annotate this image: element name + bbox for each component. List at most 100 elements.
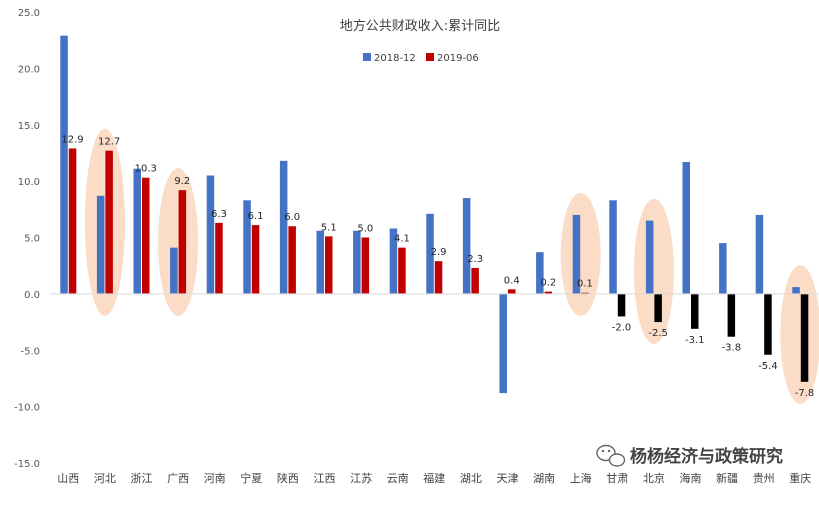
x-category-label: 北京 <box>643 471 665 485</box>
x-category-label: 浙江 <box>131 472 153 485</box>
bar-2018-12-甘肃 <box>609 200 617 294</box>
x-category-label: 甘肃 <box>606 472 628 485</box>
data-label: 9.2 <box>174 176 190 187</box>
x-category-label: 广西 <box>167 472 189 485</box>
x-category-label: 湖南 <box>533 472 555 485</box>
bar-2019-06-江苏 <box>361 237 370 294</box>
legend-label-2018-12: 2018-12 <box>374 53 416 64</box>
watermark-text: 杨杨经济与政策研究 <box>630 446 783 467</box>
bar-2018-12-陕西 <box>279 160 288 294</box>
x-category-label: 江西 <box>314 472 336 485</box>
x-category-label: 福建 <box>423 471 445 485</box>
bar-2018-12-江苏 <box>353 230 361 294</box>
highlight-ellipse <box>560 192 601 316</box>
highlight-ellipse <box>158 168 199 316</box>
bar-2018-12-江西 <box>316 230 324 294</box>
bar-2019-06-广西 <box>178 190 187 294</box>
bar-2019-06-甘肃 <box>617 293 626 317</box>
bar-2018-12-天津 <box>499 293 507 394</box>
data-label: -2.0 <box>612 322 632 333</box>
bar-2018-12-贵州 <box>755 214 764 294</box>
bar-2019-06-新疆 <box>727 293 736 337</box>
bar-2018-12-广西 <box>170 247 178 294</box>
bar-2018-12-湖北 <box>462 198 471 294</box>
data-label: 4.1 <box>394 234 410 245</box>
data-label: 12.9 <box>61 134 83 145</box>
y-tick-label: -10.0 <box>14 403 40 414</box>
x-category-label: 新疆 <box>716 471 738 485</box>
highlight-ellipse <box>780 265 819 404</box>
wechat-icon <box>596 444 626 467</box>
data-label: 6.3 <box>211 209 227 220</box>
chart-title: 地方公共财政收入:累计同比 <box>340 18 500 34</box>
bar-2019-06-河北 <box>105 150 113 294</box>
bar-2018-12-上海 <box>572 214 581 294</box>
bar-2018-12-云南 <box>389 228 398 294</box>
legend-label-2019-06: 2019-06 <box>437 53 479 64</box>
bar-2018-12-宁夏 <box>243 200 251 294</box>
bar-2019-06-湖北 <box>471 267 479 294</box>
bar-2018-12-重庆 <box>792 287 800 294</box>
bar-2019-06-云南 <box>398 247 406 294</box>
bar-2019-06-福建 <box>434 261 443 294</box>
bar-2019-06-浙江 <box>142 177 150 294</box>
legend: 2018-12 2019-06 <box>363 53 479 64</box>
data-label: 6.0 <box>284 212 300 223</box>
x-category-label: 贵州 <box>753 472 775 485</box>
watermark: 杨杨经济与政策研究 <box>596 444 783 467</box>
y-tick-label: 20.0 <box>18 64 40 75</box>
bar-2019-06-上海 <box>581 292 589 294</box>
data-label: 5.1 <box>321 222 337 233</box>
x-category-label: 河北 <box>94 472 116 485</box>
x-axis-categories: 山西 河北 浙江 广西 河南 宁夏 陕西 江西 江苏 云南 福建 湖北 天津 湖南 上海 甘肃 北京 海南 新疆 贵州… <box>57 471 811 485</box>
data-label: 6.1 <box>248 211 264 222</box>
bars <box>60 35 809 394</box>
bar-2018-12-海南 <box>682 161 690 294</box>
y-axis: 25.0 20.0 15.0 10.0 5.0 0.0 -5.0 -10.0 -15.0 <box>14 8 40 470</box>
data-label: 12.7 <box>98 137 120 148</box>
x-category-label: 江苏 <box>350 472 372 485</box>
bar-2018-12-山西 <box>60 35 68 294</box>
bar-2018-12-河南 <box>206 175 215 294</box>
data-label: 2.9 <box>431 247 447 258</box>
bar-2019-06-湖南 <box>544 291 553 294</box>
y-tick-label: 25.0 <box>18 8 40 19</box>
bar-2019-06-海南 <box>691 293 699 329</box>
bar-2018-12-河北 <box>96 195 105 294</box>
y-tick-label: 0.0 <box>24 290 40 301</box>
bar-2019-06-江西 <box>325 236 333 294</box>
bar-2019-06-陕西 <box>288 226 296 294</box>
data-label: -2.5 <box>648 328 668 339</box>
x-category-label: 云南 <box>387 472 409 485</box>
y-tick-label: -15.0 <box>14 459 40 470</box>
y-tick-label: -5.0 <box>20 346 40 357</box>
bar-2019-06-北京 <box>654 293 662 323</box>
bar-2018-12-浙江 <box>133 168 141 294</box>
data-label: 0.1 <box>577 279 593 290</box>
data-labels: 12.9 12.7 10.3 9.2 6.3 6.1 6.0 5.1 5.0 4.1 2.9 2.3 0… <box>61 134 814 398</box>
x-category-label: 海南 <box>680 471 702 485</box>
bar-2019-06-宁夏 <box>251 225 260 294</box>
legend-swatch-2019-06 <box>426 53 434 61</box>
data-label: 5.0 <box>357 224 373 235</box>
bar-2019-06-重庆 <box>800 293 809 382</box>
highlight-ellipse <box>633 198 674 345</box>
bar-2018-12-新疆 <box>719 243 727 294</box>
x-category-label: 上海 <box>570 471 592 485</box>
bar-2019-06-贵州 <box>764 293 772 355</box>
y-tick-label: 5.0 <box>24 234 40 245</box>
bar-2018-12-湖南 <box>536 252 544 294</box>
bar-2019-06-天津 <box>508 289 516 294</box>
bar-2019-06-河南 <box>215 222 223 294</box>
x-category-label: 河南 <box>204 472 226 485</box>
data-label: 2.3 <box>467 254 483 265</box>
bar-2018-12-北京 <box>645 220 654 294</box>
data-label: -3.1 <box>685 335 705 346</box>
x-category-label: 宁夏 <box>240 471 262 485</box>
data-label: -5.4 <box>758 361 778 372</box>
x-category-label: 陕西 <box>277 471 299 485</box>
x-category-label: 天津 <box>497 472 519 485</box>
data-label: -7.8 <box>795 388 815 399</box>
x-category-label: 山西 <box>57 472 79 485</box>
